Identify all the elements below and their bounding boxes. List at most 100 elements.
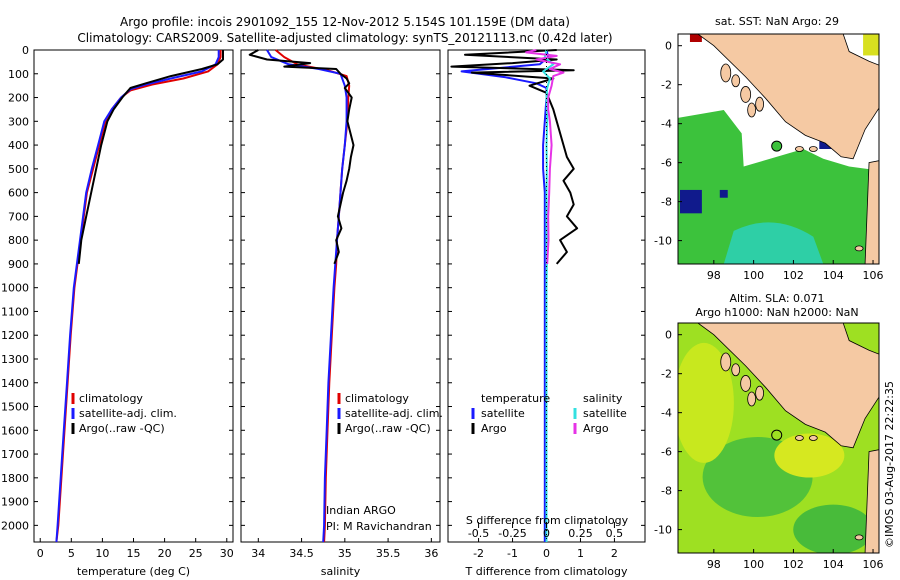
x-tick-label: 0: [37, 547, 44, 560]
x-tick-label: 5: [68, 547, 75, 560]
map-x-tick-label: 106: [863, 558, 884, 571]
y-tick-label: 700: [8, 210, 29, 223]
legend-label: climatology: [345, 392, 409, 405]
sst-cold-patch: [679, 189, 702, 214]
x-tick-label: -1: [507, 547, 518, 560]
y-tick-label: 1500: [1, 401, 29, 414]
map-frame: [677, 322, 880, 554]
island-small: [854, 245, 864, 252]
x-tick-label: 15: [127, 547, 141, 560]
sst-map-panel: sat. SST: NaN Argo: 29 98 100 102 104 106 0 -2 -…: [654, 15, 883, 282]
island-small: [794, 435, 804, 441]
island: [747, 391, 757, 407]
island-small: [854, 534, 864, 541]
y-tick-label: 300: [8, 115, 29, 128]
plot-frame: [33, 49, 234, 543]
difference-panel: -2 -1 0 1 2 T difference from climatology -0.5…: [447, 49, 646, 578]
legend-title: salinity: [583, 392, 623, 405]
map-y-tick-label: 0: [665, 329, 672, 342]
land-java: [864, 160, 879, 264]
x-tick-label: 34.5: [289, 547, 314, 560]
series-line-satellite: [266, 49, 348, 543]
sst-cold-patch: [819, 141, 832, 149]
map-x-tick-label: 104: [823, 558, 844, 571]
temperature-panel: 0 5 10 15 20 25 30 temperature (deg C) 0 100 200 30…: [1, 44, 234, 578]
legend-label: Argo(..raw -QC): [345, 422, 431, 435]
x-tick-label: 0: [543, 547, 550, 560]
x2-tick-label: -0.5: [468, 527, 489, 540]
map-y-tick-label: -6: [661, 446, 672, 459]
x-axis-label: temperature (deg C): [77, 565, 190, 578]
map-layer: [678, 323, 879, 553]
map-x-tick-label: 98: [707, 558, 721, 571]
legend-label: satellite-adj. clim.: [345, 407, 443, 420]
argo-position-marker: [771, 429, 783, 441]
figure-subtitle: Climatology: CARS2009. Satellite-adjuste…: [77, 31, 612, 45]
island: [740, 86, 752, 103]
x2-axis-label: S difference from climatology: [466, 514, 629, 527]
map-y-tick-label: -2: [661, 79, 672, 92]
y-tick-label: 2000: [1, 519, 29, 532]
map-x-tick-label: 106: [863, 269, 884, 282]
island-small: [808, 146, 818, 152]
sst-cold-patch: [719, 189, 728, 198]
copyright-stamp: ©IMOS 03-Aug-2017 22:22:35: [883, 381, 896, 548]
map-x-tick-label: 102: [783, 558, 804, 571]
argo-position-marker: [771, 140, 783, 152]
sst-cool-patch: [723, 222, 824, 264]
figure-title: Argo profile: incois 2901092_155 12-Nov-…: [120, 15, 570, 29]
y-tick-label: 1300: [1, 353, 29, 366]
map-title: Argo h1000: NaN h2000: NaN: [695, 306, 858, 319]
y-tick-label: 1000: [1, 282, 29, 295]
x-tick-label: 36: [424, 547, 438, 560]
map-x-tick-label: 100: [743, 269, 764, 282]
x2-tick-label: -0.25: [498, 527, 526, 540]
x2-tick-label: 0.5: [606, 527, 624, 540]
land-sumatra: [697, 34, 879, 160]
land-sumatra: [697, 323, 879, 449]
map-y-tick-label: -8: [661, 485, 672, 498]
land-java: [864, 449, 879, 553]
sst-warm-patch: [863, 34, 879, 56]
x-tick-label: 10: [95, 547, 109, 560]
map-y-tick-label: -8: [661, 196, 672, 209]
map-y-tick-label: -4: [661, 118, 672, 131]
legend-title: temperature: [481, 392, 550, 405]
island-small: [808, 435, 818, 441]
sla-low-patch: [793, 504, 874, 553]
legend-label: Argo: [583, 422, 609, 435]
x-tick-label: 2: [611, 547, 618, 560]
island: [720, 63, 732, 83]
series-line-argo: [77, 50, 224, 265]
y-tick-label: 500: [8, 163, 29, 176]
x-tick-label: 25: [189, 547, 203, 560]
sst-field: [678, 110, 879, 264]
plot-frame: [240, 49, 441, 543]
island-small: [794, 146, 804, 152]
y-tick-label: 400: [8, 139, 29, 152]
y-tick-label: 1900: [1, 496, 29, 509]
map-y-tick-label: -10: [654, 524, 672, 537]
legend-label: satellite: [583, 407, 627, 420]
legend-label: climatology: [79, 392, 143, 405]
sst-warm-patch: [689, 34, 702, 42]
annotation-line: Indian ARGO: [326, 504, 396, 517]
x-tick-label: 35: [338, 547, 352, 560]
series-line-argo: [450, 49, 579, 265]
map-frame: [677, 33, 880, 265]
island: [731, 74, 741, 88]
map-x-tick-label: 100: [743, 558, 764, 571]
map-y-tick-label: -2: [661, 368, 672, 381]
x-axis-label: T difference from climatology: [465, 565, 628, 578]
y-tick-label: 1100: [1, 305, 29, 318]
map-x-tick-label: 102: [783, 269, 804, 282]
x-tick-label: 20: [158, 547, 172, 560]
legend-label: satellite: [481, 407, 525, 420]
island: [755, 96, 764, 112]
sla-high-patch: [678, 342, 734, 463]
map-y-tick-label: -4: [661, 407, 672, 420]
legend-label: Argo: [481, 422, 507, 435]
legend-label: Argo(..raw -QC): [79, 422, 165, 435]
